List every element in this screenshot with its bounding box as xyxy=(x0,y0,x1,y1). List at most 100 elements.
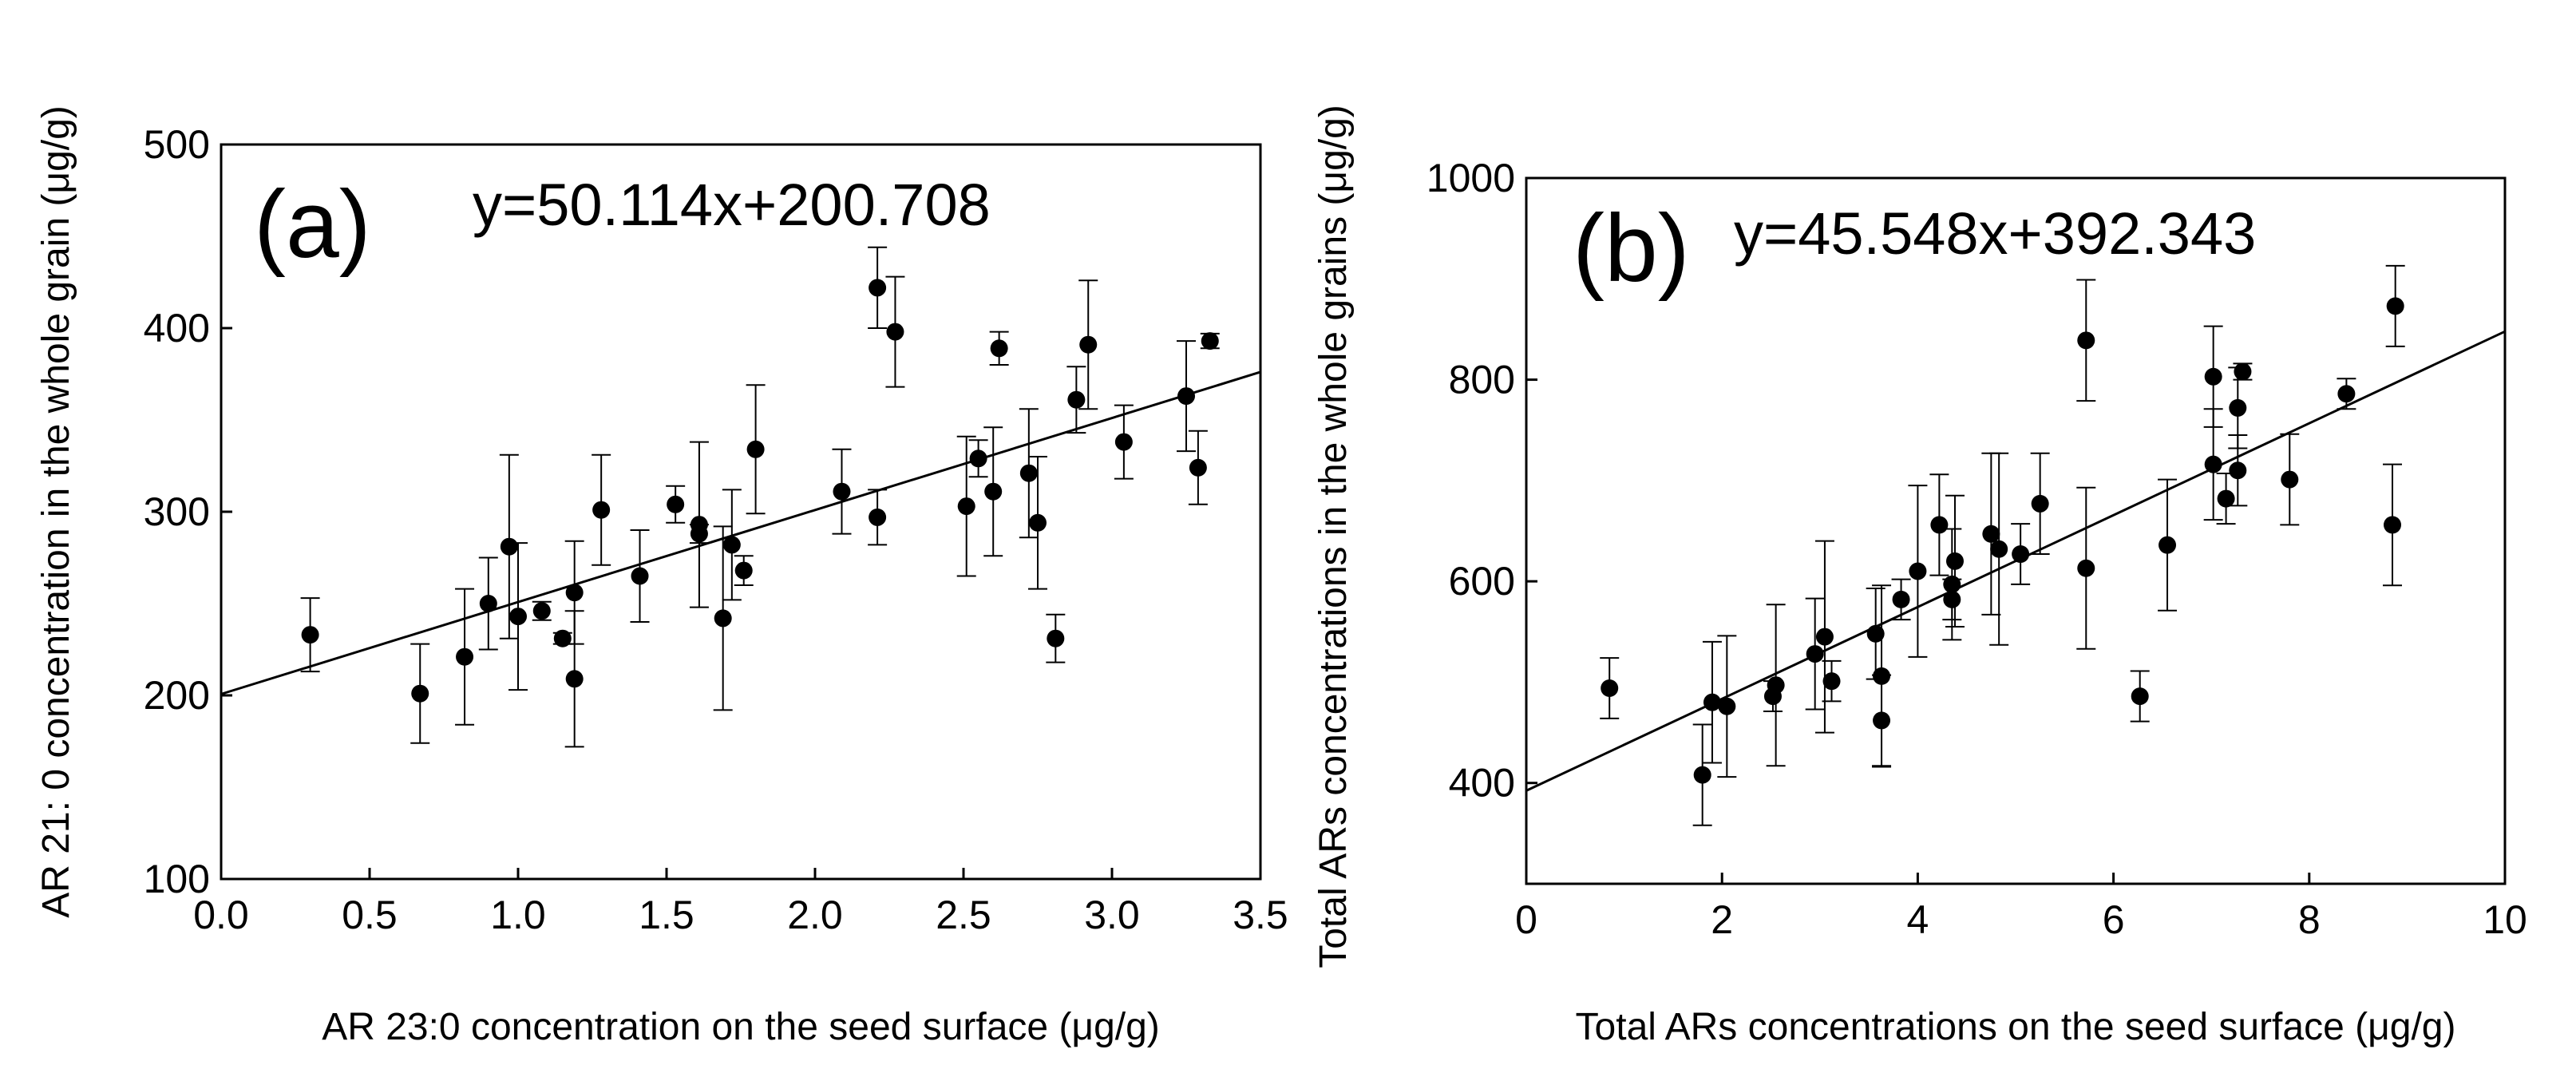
data-point xyxy=(1046,613,1066,663)
data-marker xyxy=(532,602,551,620)
data-point xyxy=(1200,332,1220,350)
data-point xyxy=(2216,473,2236,525)
chart-panel-a: 0.0 0.5 1.0 1.5 2.0 2.5 3.0 3.5100200300400500 … xyxy=(35,105,1288,1048)
data-marker xyxy=(592,501,611,519)
y-tick-label: 800 xyxy=(1449,358,1515,402)
data-point xyxy=(455,588,475,726)
x-axis-label-b: Total ARs concentrations on the seed sur… xyxy=(1576,1006,2456,1048)
data-point xyxy=(1929,473,1949,576)
data-point xyxy=(1066,366,1086,434)
data-marker xyxy=(984,482,1003,501)
data-point xyxy=(885,275,905,388)
data-point xyxy=(1981,452,2001,616)
data-marker xyxy=(1201,332,1219,350)
data-marker xyxy=(1982,525,2000,543)
data-marker xyxy=(1019,464,1038,482)
data-point xyxy=(1019,408,1039,539)
data-marker xyxy=(869,508,887,526)
data-point xyxy=(734,555,754,586)
data-point xyxy=(1114,404,1134,480)
ticks-b: 0 2 4 6 8 10 400 600 800 1000 xyxy=(1426,156,2527,942)
data-marker xyxy=(1189,458,1207,477)
data-point xyxy=(2158,478,2178,612)
y-tick-label: 400 xyxy=(1449,761,1515,806)
data-point xyxy=(300,597,320,673)
x-tick-label: 8 xyxy=(2298,897,2321,942)
x-tick-label: 1.0 xyxy=(490,893,546,937)
data-point xyxy=(1766,604,1786,767)
panel-label-a: (a) xyxy=(254,171,371,278)
plot-frame-a xyxy=(220,143,1262,881)
data-marker xyxy=(1945,552,1964,570)
data-marker xyxy=(2229,461,2247,480)
data-marker xyxy=(1866,624,1885,643)
y-tick-label: 100 xyxy=(144,857,210,901)
x-tick-label: 4 xyxy=(1906,897,1929,942)
x-tick-label: 0.0 xyxy=(193,893,249,937)
data-point xyxy=(2228,434,2248,507)
data-point xyxy=(2383,463,2403,587)
data-point xyxy=(2233,362,2253,381)
y-tick-label: 300 xyxy=(144,489,210,534)
data-marker xyxy=(2031,494,2049,513)
data-marker xyxy=(869,279,887,297)
data-marker xyxy=(1718,697,1736,715)
data-point xyxy=(1814,540,1834,734)
data-marker xyxy=(734,561,753,580)
data-point xyxy=(564,610,584,748)
data-point xyxy=(1692,723,1712,826)
x-tick-label: 2.5 xyxy=(936,893,991,937)
data-marker xyxy=(1909,562,1927,580)
data-marker xyxy=(565,670,584,688)
data-marker xyxy=(553,629,572,647)
x-tick-label: 0 xyxy=(1515,897,1537,942)
data-marker xyxy=(1930,516,1949,534)
data-marker xyxy=(631,567,649,585)
data-marker xyxy=(1892,590,1910,608)
data-marker xyxy=(1943,590,1961,608)
data-marker xyxy=(301,626,319,644)
data-point xyxy=(1942,578,1962,621)
data-marker xyxy=(1029,513,1047,532)
y-tick-label: 500 xyxy=(144,122,210,167)
data-point xyxy=(713,525,733,711)
data-marker xyxy=(1601,679,1619,698)
data-marker xyxy=(2131,687,2149,706)
data-marker xyxy=(722,536,741,554)
data-marker xyxy=(2204,367,2222,386)
data-point xyxy=(532,600,552,621)
data-marker xyxy=(2159,536,2177,554)
data-marker xyxy=(2077,331,2095,350)
data-point xyxy=(1702,640,1722,764)
data-point xyxy=(2030,452,2050,556)
data-point xyxy=(630,529,650,623)
data-marker xyxy=(1767,676,1785,695)
x-tick-label: 2.0 xyxy=(787,893,843,937)
data-point xyxy=(1717,635,1737,778)
x-tick-label: 0.5 xyxy=(342,893,398,937)
data-marker xyxy=(2077,559,2095,577)
x-tick-label: 2 xyxy=(1711,897,1733,942)
data-point xyxy=(1078,279,1098,410)
data-marker xyxy=(1177,387,1195,406)
data-marker xyxy=(456,647,474,666)
data-marker xyxy=(2386,297,2404,315)
data-point xyxy=(2011,523,2031,585)
data-marker xyxy=(1703,693,1721,711)
data-marker xyxy=(690,516,708,534)
data-marker xyxy=(1079,335,1098,354)
data-point xyxy=(1872,674,1892,767)
data-marker xyxy=(1806,645,1824,663)
data-marker xyxy=(1114,433,1133,451)
data-point xyxy=(956,435,976,577)
y-tick-label: 400 xyxy=(144,306,210,350)
data-marker xyxy=(667,495,685,513)
data-point xyxy=(410,643,430,744)
data-point xyxy=(2203,408,2223,521)
y-tick-label: 1000 xyxy=(1426,156,1515,200)
data-point xyxy=(2385,264,2405,347)
data-point xyxy=(1177,340,1196,453)
data-marker xyxy=(957,497,975,516)
data-marker xyxy=(1693,766,1711,784)
